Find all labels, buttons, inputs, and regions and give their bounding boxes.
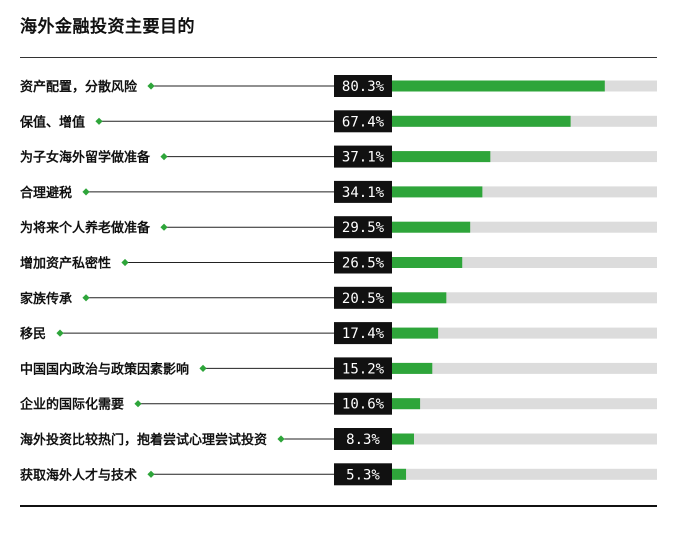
bar (392, 327, 439, 339)
diamond-marker (147, 82, 155, 90)
value-box (334, 392, 392, 415)
bottom-divider (20, 505, 657, 507)
bar-track (392, 257, 657, 268)
value-box (334, 357, 392, 380)
value-box (334, 180, 392, 203)
diamond-marker (134, 400, 142, 408)
category-label: 移民 (20, 326, 46, 342)
value-box (334, 251, 392, 274)
diamond-marker (95, 117, 103, 125)
bar (392, 115, 571, 127)
value-label: 8.3% (346, 432, 380, 448)
bar-row: 为将来个人养老做准备 29.5% (20, 216, 657, 239)
bar-row: 合理避税 34.1% (20, 180, 657, 203)
bar-track (392, 468, 657, 480)
value-box (334, 145, 392, 168)
value-label: 34.1% (342, 185, 385, 201)
diamond-marker (160, 223, 168, 231)
bar (392, 433, 414, 445)
bar (392, 80, 605, 92)
diamond-marker (82, 188, 90, 196)
category-label: 为将来个人养老做准备 (20, 220, 151, 236)
bar-row: 企业的国际化需要 10.6% (19, 392, 657, 415)
bar-row: 为子女海外留学做准备 37.1% (20, 145, 657, 168)
bar-row: 中国国内政治与政策因素影响 15.2% (20, 357, 657, 380)
value-label: 26.5% (342, 256, 385, 272)
category-label: 合理避税 (20, 185, 72, 201)
category-label: 企业的国际化需要 (19, 397, 124, 413)
value-label: 67.4% (342, 114, 385, 130)
value-box (334, 286, 392, 309)
bar (392, 362, 433, 374)
value-box (334, 110, 392, 133)
value-label: 37.1% (342, 150, 385, 166)
bar-row: 获取海外人才与技术 5.3% (20, 463, 657, 486)
diamond-marker (160, 153, 168, 161)
bar (392, 292, 447, 304)
value-label: 29.5% (342, 220, 385, 236)
value-box (334, 322, 392, 345)
bar-track (392, 292, 657, 304)
bar-track (392, 433, 657, 445)
value-label: 15.2% (342, 361, 385, 377)
value-label: 17.4% (342, 326, 385, 342)
bar-row: 保值、增值 67.4% (19, 110, 657, 133)
bar-row: 移民 17.4% (20, 322, 657, 345)
category-label: 资产配置，分散风险 (20, 79, 138, 95)
bar (392, 221, 471, 233)
value-label: 80.3% (342, 79, 385, 95)
category-label: 增加资产私密性 (20, 256, 111, 272)
diamond-marker (121, 258, 129, 267)
category-label: 保值、增值 (19, 114, 85, 130)
bar (392, 468, 407, 480)
diamond-marker (199, 364, 207, 372)
bar (392, 151, 491, 163)
bar-track (392, 186, 657, 198)
value-label: 5.3% (346, 467, 380, 483)
bar (392, 398, 421, 410)
diamond-marker (147, 470, 155, 478)
category-label: 获取海外人才与技术 (20, 467, 137, 483)
top-divider (20, 57, 657, 58)
category-label: 家族传承 (20, 291, 72, 307)
bar-row: 海外投资比较热门，抱着尝试心理尝试投资 8.3% (20, 428, 657, 450)
bar (392, 257, 463, 268)
bar-row: 资产配置，分散风险 80.3% (20, 75, 657, 97)
value-box (334, 216, 392, 239)
value-box (334, 463, 392, 486)
bar-track (392, 327, 657, 339)
bar-track (392, 221, 657, 233)
bar (392, 186, 483, 198)
bar-row: 家族传承 20.5% (20, 286, 657, 309)
value-label: 20.5% (342, 291, 385, 307)
bar-row: 增加资产私密性 26.5% (20, 251, 657, 274)
diamond-marker (82, 294, 90, 302)
category-label: 为子女海外留学做准备 (20, 150, 151, 166)
category-label: 海外投资比较热门，抱着尝试心理尝试投资 (20, 432, 267, 448)
value-label: 10.6% (342, 397, 385, 413)
bar-track (392, 151, 657, 163)
value-box (334, 75, 392, 97)
value-box (334, 428, 392, 450)
diamond-marker (56, 329, 64, 337)
bar-track (392, 362, 657, 374)
chart-title: 海外金融投资主要目的 (20, 17, 195, 37)
bar-track (392, 398, 657, 410)
category-label: 中国国内政治与政策因素影响 (20, 361, 189, 377)
diamond-marker (277, 435, 285, 443)
